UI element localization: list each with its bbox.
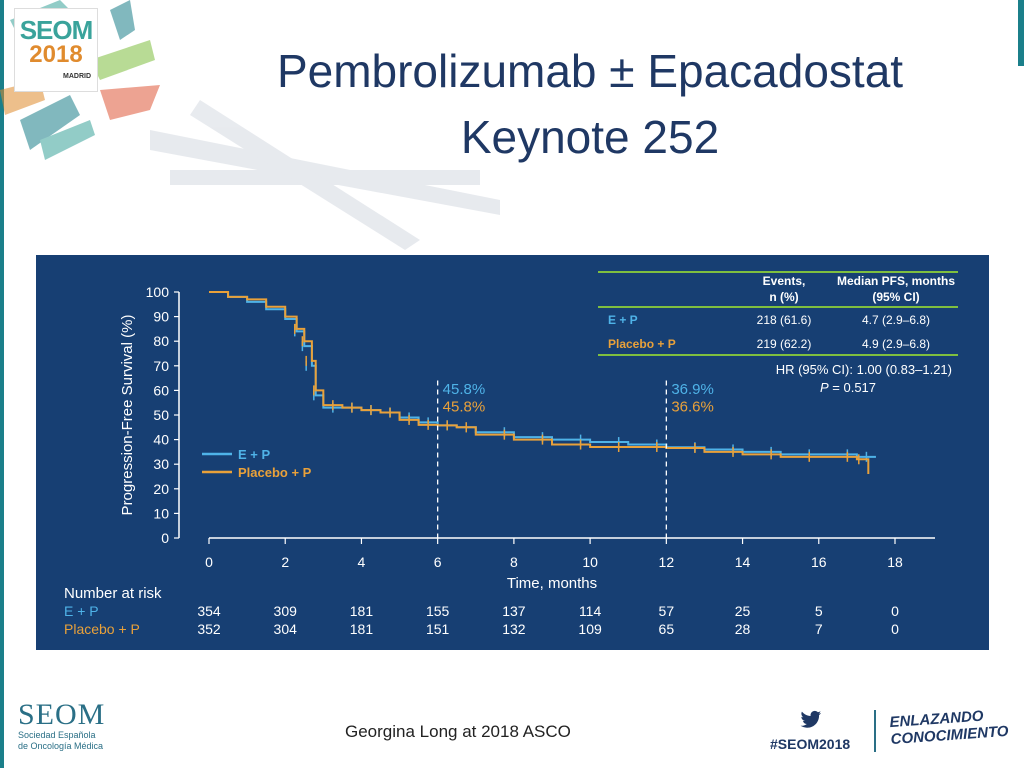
table-header-median: Median PFS, months [837, 274, 955, 288]
p-value-label: P [820, 380, 829, 395]
risk-count: 0 [891, 603, 899, 619]
legend-placebo-label: Placebo + P [238, 465, 312, 480]
x-tick-label: 12 [659, 554, 675, 570]
y-tick-label: 60 [153, 382, 169, 398]
slogan: ENLAZANDO CONOCIMIENTO [889, 706, 1009, 748]
left-accent-bar [0, 0, 4, 768]
risk-table-title: Number at risk [64, 585, 162, 602]
seom-footer-logo: SEOM Sociedad Española de Oncología Médi… [18, 700, 105, 752]
risk-count: 181 [350, 621, 374, 637]
series-placebo-curve [209, 291, 870, 475]
y-axis-label: Progression-Free Survival (%) [119, 315, 136, 516]
x-axis-label: Time, months [507, 575, 597, 592]
decorative-strokes [0, 0, 500, 250]
risk-count: 354 [197, 603, 221, 619]
risk-count: 132 [502, 621, 526, 637]
y-tick-label: 50 [153, 407, 169, 423]
x-tick-label: 4 [358, 554, 366, 570]
risk-row-label: E + P [64, 603, 99, 619]
risk-count: 7 [815, 621, 823, 637]
y-tick-label: 90 [153, 309, 169, 325]
landmark-ep-label: 36.9% [671, 381, 714, 398]
x-tick-label: 8 [510, 554, 518, 570]
hazard-ratio: HR (95% CI): 1.00 (0.83–1.21) [776, 362, 952, 377]
x-tick-label: 10 [582, 554, 598, 570]
y-tick-label: 10 [153, 505, 169, 521]
x-tick-label: 16 [811, 554, 827, 570]
landmark-placebo-label: 45.8% [443, 398, 486, 415]
y-tick-label: 0 [161, 530, 169, 546]
seom-2018-logo: SEOM 2018 MADRID [14, 8, 98, 92]
legend-ep-label: E + P [238, 447, 270, 462]
risk-count: 151 [426, 621, 450, 637]
risk-count: 57 [659, 603, 675, 619]
p-value-number: = 0.517 [829, 380, 876, 395]
risk-count: 5 [815, 603, 823, 619]
y-tick-label: 20 [153, 481, 169, 497]
risk-count: 65 [659, 621, 675, 637]
slide-credit: Georgina Long at 2018 ASCO [345, 722, 571, 741]
x-tick-label: 2 [281, 554, 289, 570]
title-line2: Keynote 252 [460, 111, 720, 163]
risk-count: 155 [426, 603, 450, 619]
table-header-events-unit: n (%) [769, 290, 798, 304]
org-name: SEOM [18, 698, 106, 731]
logo-line2: 2018 [29, 41, 83, 68]
title-line1: Pembrolizumab ± Epacadostat [276, 45, 904, 97]
table-header-events: Events, [763, 274, 806, 288]
table-row-median: 4.9 (2.9–6.8) [862, 337, 930, 351]
y-tick-label: 30 [153, 456, 169, 472]
logo-line3: MADRID [63, 73, 91, 80]
risk-count: 352 [197, 621, 221, 637]
p-value: P = 0.517 [820, 380, 876, 395]
risk-count: 137 [502, 603, 526, 619]
km-chart-panel: 0 10 20 30 40 50 60 70 80 90 100 0 2 4 6 8 10 12 14 16 18 Tim… [36, 255, 989, 650]
table-row-events: 219 (62.2) [757, 337, 812, 351]
x-tick-label: 0 [205, 554, 213, 570]
y-tick-label: 80 [153, 333, 169, 349]
risk-count: 0 [891, 621, 899, 637]
twitter-bird-icon [800, 710, 822, 728]
slide-title: Pembrolizumab ± Epacadostat Keynote 252 [120, 38, 1024, 170]
footer-divider [874, 710, 876, 752]
org-sub2: de Oncología Médica [18, 741, 104, 751]
landmark-placebo-label: 36.6% [671, 398, 714, 415]
risk-count: 109 [578, 621, 602, 637]
logo-line1: SEOM [19, 15, 94, 45]
right-accent-bar [1018, 0, 1024, 66]
hashtag: #SEOM2018 [770, 736, 851, 752]
y-tick-label: 70 [153, 358, 169, 374]
risk-count: 309 [274, 603, 298, 619]
table-header-median-ci: (95% CI) [872, 290, 919, 304]
x-tick-label: 6 [434, 554, 442, 570]
table-row-events: 218 (61.6) [757, 313, 812, 327]
y-tick-label: 40 [153, 432, 169, 448]
risk-count: 28 [735, 621, 751, 637]
table-row-median: 4.7 (2.9–6.8) [862, 313, 930, 327]
landmark-ep-label: 45.8% [443, 381, 486, 398]
y-tick-label: 100 [146, 284, 170, 300]
risk-count: 25 [735, 603, 751, 619]
risk-row-label: Placebo + P [64, 621, 140, 637]
x-tick-label: 14 [735, 554, 751, 570]
risk-count: 181 [350, 603, 374, 619]
org-sub1: Sociedad Española [18, 730, 96, 740]
risk-count: 114 [579, 603, 602, 619]
risk-count: 304 [274, 621, 298, 637]
table-row-label: E + P [608, 313, 638, 327]
x-tick-label: 18 [887, 554, 903, 570]
table-row-label: Placebo + P [608, 337, 676, 351]
